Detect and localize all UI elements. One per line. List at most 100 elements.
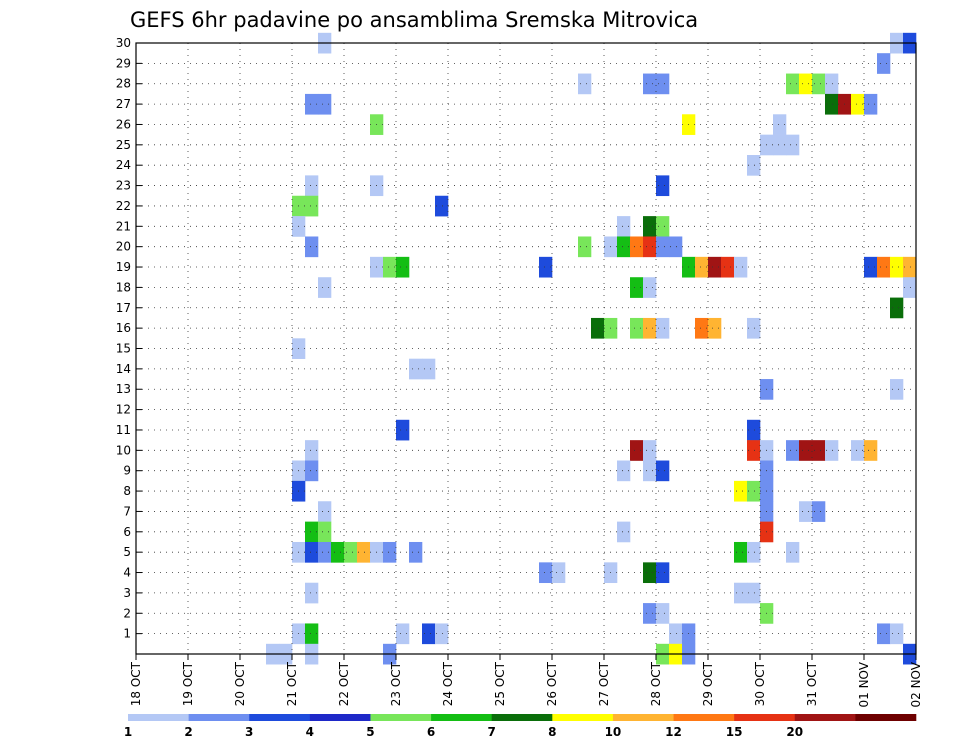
heatmap-cell (539, 562, 553, 584)
heatmap-cell (903, 277, 917, 298)
heatmap-cell (656, 317, 670, 339)
heatmap-cell (851, 93, 865, 115)
heatmap-cell (305, 93, 319, 115)
y-tick-label: 13 (116, 382, 131, 396)
heatmap-cell (864, 256, 878, 278)
heatmap-cell (747, 419, 761, 441)
y-tick-label: 30 (116, 36, 131, 50)
x-axis-ticks: 18 OCT 19 OCT 20 OCT 21 OCT 22 OCT 23 OCT 24 O… (129, 654, 923, 708)
heatmap-cell (383, 256, 397, 278)
heatmap-cell (747, 582, 761, 604)
heatmap-cell (305, 195, 319, 217)
heatmap-cell (656, 73, 670, 95)
heatmap-cell (825, 440, 839, 461)
colorbar-label: 7 (488, 725, 496, 739)
heatmap-cell (643, 440, 657, 461)
colorbar-swatch (855, 714, 917, 721)
y-tick-label: 11 (116, 423, 131, 437)
colorbar: 1 2 3 4 5 6 7 8 10 12 15 20 (124, 714, 917, 739)
heatmap-cell (734, 541, 748, 563)
y-tick-label: 25 (116, 138, 131, 152)
heatmap-cell (786, 134, 800, 156)
heatmap-cell (435, 195, 449, 217)
heatmap-cell (435, 623, 449, 645)
heatmap-cell (396, 419, 410, 441)
heatmap-cell (656, 562, 670, 584)
x-tick-label: 25 OCT (493, 661, 507, 706)
heatmap-cell (305, 521, 319, 543)
chart-title: GEFS 6hr padavine po ansamblima Sremska … (130, 8, 698, 32)
y-tick-label: 9 (123, 464, 131, 478)
colorbar-swatch (673, 714, 735, 721)
y-tick-label: 10 (116, 443, 131, 457)
x-tick-label: 24 OCT (441, 661, 455, 706)
heatmap-cell (708, 256, 722, 278)
grid-lines (136, 43, 916, 654)
x-tick-label: 23 OCT (389, 661, 403, 706)
heatmap-cell (305, 236, 319, 258)
heatmap-cell (305, 623, 319, 645)
x-tick-label: 28 OCT (649, 661, 663, 706)
heatmap-cell (396, 256, 410, 278)
y-tick-label: 14 (116, 362, 131, 376)
heatmap-cell (708, 317, 722, 339)
heatmap-cell (383, 541, 397, 563)
heatmap-cell (305, 460, 319, 482)
x-tick-label: 21 OCT (285, 661, 299, 706)
heatmap-cell (630, 277, 644, 298)
heatmap-cell (747, 480, 761, 502)
heatmap-cell (812, 73, 826, 95)
heatmap-cell (812, 501, 826, 522)
heatmap-cell (799, 73, 813, 95)
heatmap-cell (734, 582, 748, 604)
heatmap-cell (396, 623, 410, 645)
colorbar-label: 12 (665, 725, 682, 739)
heatmap-cell (630, 440, 644, 461)
heatmap-cell (357, 541, 371, 563)
heatmap-cell (318, 93, 332, 115)
heatmap-cell (812, 440, 826, 461)
heatmap-cell (656, 460, 670, 482)
colorbar-swatch (734, 714, 796, 721)
y-tick-label: 8 (123, 484, 131, 498)
x-tick-label: 30 OCT (753, 661, 767, 706)
heatmap-cell (578, 236, 592, 258)
colorbar-swatch (612, 714, 674, 721)
heatmap-cell (747, 317, 761, 339)
heatmap-cell (643, 603, 657, 624)
y-tick-label: 28 (116, 77, 131, 91)
y-tick-label: 12 (116, 403, 131, 417)
y-tick-label: 19 (116, 260, 131, 274)
colorbar-label: 6 (427, 725, 435, 739)
heatmap-cell (786, 73, 800, 95)
heatmap-cell (890, 379, 904, 400)
heatmap-cell (786, 541, 800, 563)
heatmap-cell (344, 541, 358, 563)
colorbar-swatch (128, 714, 189, 721)
y-axis-ticks: 1234567891011121314151617181920212223242… (116, 36, 142, 641)
y-tick-label: 4 (123, 566, 131, 580)
heatmap-cell (409, 358, 423, 380)
heatmap-cell (747, 440, 761, 461)
colorbar-label: 20 (786, 725, 803, 739)
colorbar-label: 1 (124, 725, 132, 739)
y-tick-label: 2 (123, 606, 131, 620)
x-tick-label: 18 OCT (129, 661, 143, 706)
colorbar-label: 5 (366, 725, 374, 739)
heatmap-cell (734, 256, 748, 278)
heatmap-cell (773, 134, 787, 156)
colorbar-label: 15 (726, 725, 743, 739)
heatmap-cell (864, 440, 878, 461)
heatmap-cell (617, 521, 631, 543)
x-tick-label: 26 OCT (545, 661, 559, 706)
heatmap-cell (669, 623, 683, 645)
heatmap-cell (695, 317, 709, 339)
y-tick-label: 7 (123, 504, 131, 518)
heatmap-cell (656, 603, 670, 624)
heatmap-cell (318, 541, 332, 563)
colorbar-swatch (309, 714, 371, 721)
x-tick-label: 29 OCT (701, 661, 715, 706)
colorbar-label: 10 (605, 725, 622, 739)
heatmap-cell (305, 440, 319, 461)
heatmap-cell (591, 317, 605, 339)
